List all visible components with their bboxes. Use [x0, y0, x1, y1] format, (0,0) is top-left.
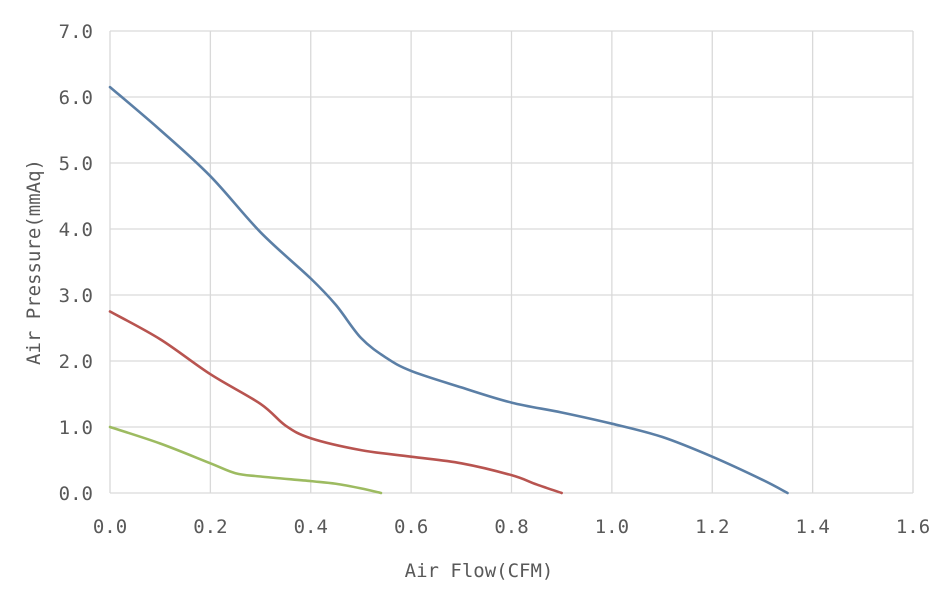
x-axis-title: Air Flow(CFM): [405, 560, 554, 582]
x-tick-label: 0.4: [294, 516, 328, 538]
x-tick-label: 0.6: [394, 516, 428, 538]
y-tick-label: 1.0: [59, 417, 93, 439]
series-line-1: [108, 85, 789, 495]
series-line-2: [108, 310, 563, 495]
y-tick-label: 3.0: [59, 285, 93, 307]
y-tick-label: 6.0: [59, 87, 93, 109]
y-tick-label: 7.0: [59, 21, 93, 43]
tick-labels: 0.0 0.2 0.4 0.6 0.8 1.0 1.2 1.4 1.6 0.0 1.0 2.0 3.0 4…: [59, 21, 930, 538]
series-line-3: [108, 425, 383, 495]
y-tick-label: 0.0: [59, 483, 93, 505]
grid-lines: [109, 30, 914, 494]
series-lines: [108, 85, 789, 495]
x-tick-label: 0.2: [193, 516, 227, 538]
x-tick-label: 1.6: [896, 516, 930, 538]
y-tick-label: 2.0: [59, 351, 93, 373]
y-tick-label: 5.0: [59, 153, 93, 175]
x-tick-label: 0.0: [93, 516, 127, 538]
x-tick-label: 1.2: [695, 516, 729, 538]
y-tick-label: 4.0: [59, 219, 93, 241]
x-tick-label: 0.8: [494, 516, 528, 538]
x-tick-label: 1.4: [795, 516, 829, 538]
x-tick-label: 1.0: [595, 516, 629, 538]
y-axis-title: Air Pressure(mmAq): [23, 159, 45, 365]
